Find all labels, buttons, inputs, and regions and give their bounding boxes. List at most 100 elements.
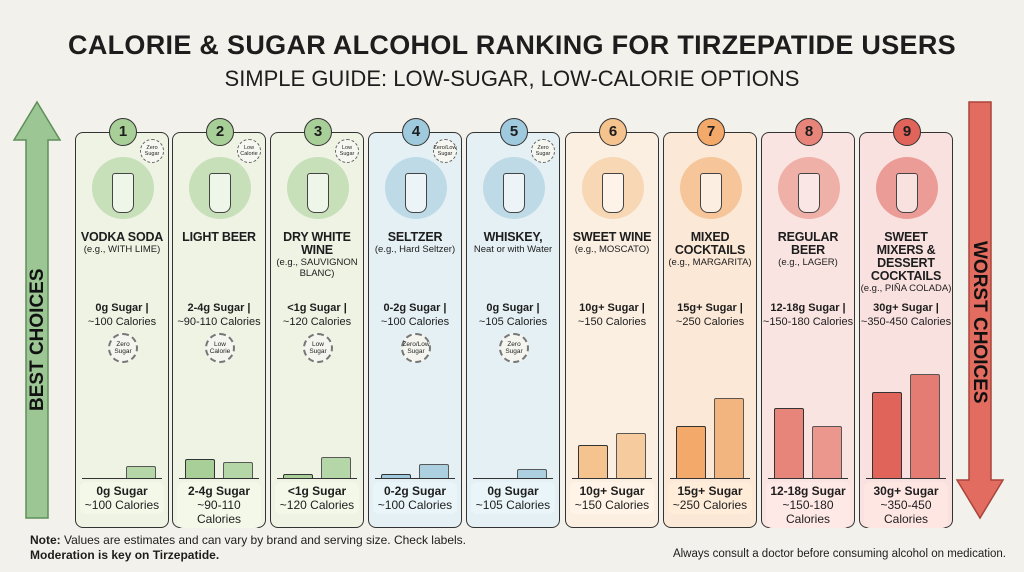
summary-box: 15g+ Sugar ~250 Calories xyxy=(668,482,752,514)
mini-bar-chart xyxy=(768,373,848,479)
summary-calories: ~350-450 Calories xyxy=(880,498,932,526)
rank-number: 6 xyxy=(599,118,627,146)
sugar-value: 0g Sugar | xyxy=(486,302,540,314)
seal-badge-icon: Zero Sugar xyxy=(108,333,138,363)
drink-stats: 30g+ Sugar | ~350-450 Calories xyxy=(860,301,952,329)
footnote: Note: Values are estimates and can vary … xyxy=(30,533,466,563)
bar-2 xyxy=(419,464,449,478)
summary-calories: ~100 Calories xyxy=(84,498,160,512)
calorie-value: ~90-110 Calories xyxy=(177,316,261,328)
calorie-value: ~100 Calories xyxy=(87,316,157,328)
bar-2 xyxy=(714,397,744,478)
summary-sugar: 0g Sugar xyxy=(487,484,539,498)
sugar-value: 2-4g Sugar | xyxy=(187,302,251,314)
calorie-value: ~100 Calories xyxy=(380,316,450,328)
mini-bar-chart xyxy=(866,373,946,479)
calorie-value: ~150 Calories xyxy=(577,316,647,328)
calorie-value: ~350-450 Calories xyxy=(860,316,952,328)
summary-sugar: 12-18g Sugar xyxy=(770,484,846,498)
drink-text: WHISKEY, Neat or with Water 0g Sugar | ~105… xyxy=(467,231,559,329)
drink-column: 5 Zero Sugar WHISKEY, Neat or with Water 0g … xyxy=(466,118,560,528)
mini-bar-chart xyxy=(670,373,750,479)
summary-sugar: 2-4g Sugar xyxy=(187,484,250,498)
drink-text: SWEET MIXERS & DESSERT COCKTAILS (e.g., P… xyxy=(860,231,952,329)
drink-glass-icon xyxy=(307,173,329,213)
rank-number: 8 xyxy=(795,118,823,146)
summary-calories: ~150 Calories xyxy=(574,498,650,512)
summary-sugar: 0g Sugar xyxy=(96,484,148,498)
moderation-text: Moderation is key on Tirzepatide. xyxy=(30,548,220,562)
seal-badge-icon: Zero/Low Sugar xyxy=(433,139,457,163)
mini-bar-chart xyxy=(375,373,455,479)
summary-calories: ~105 Calories xyxy=(475,498,551,512)
drink-title: DRY WHITE WINE xyxy=(283,230,351,257)
calorie-value: ~150-180 Calories xyxy=(762,316,854,328)
drink-text: VODKA SODA (e.g., WITH LIME) 0g Sugar | ~10… xyxy=(76,231,168,329)
rank-number: 7 xyxy=(697,118,725,146)
summary-calories: ~90-110 Calories xyxy=(196,498,241,526)
drink-example: (e.g., LAGER) xyxy=(778,257,838,268)
drink-example: (e.g., Hard Seltzer) xyxy=(374,244,456,255)
rank-number: 3 xyxy=(304,118,332,146)
sugar-value: 12-18g Sugar | xyxy=(770,302,846,314)
drink-name: DRY WHITE WINE (e.g., SAUVIGNON BLANC) xyxy=(271,230,363,280)
best-choices-arrow: BEST CHOICES xyxy=(12,100,62,520)
drink-title: REGULAR BEER xyxy=(777,230,839,257)
bar-1 xyxy=(676,426,706,478)
drink-title: SWEET WINE xyxy=(572,230,652,244)
drink-text: REGULAR BEER (e.g., LAGER) 12-18g Sugar | ~… xyxy=(762,231,854,329)
worst-choices-arrow: WORST CHOICES xyxy=(955,100,1005,520)
drink-text: SELTZER (e.g., Hard Seltzer) 0-2g Sugar | ~… xyxy=(369,231,461,329)
seal-badge-icon: Zero/Low Sugar xyxy=(401,333,431,363)
drink-glass-icon xyxy=(209,173,231,213)
drink-stats: 0g Sugar | ~105 Calories xyxy=(467,301,559,329)
sugar-value: 15g+ Sugar | xyxy=(677,302,743,314)
drink-name: SELTZER (e.g., Hard Seltzer) xyxy=(369,230,461,256)
drink-text: LIGHT BEER 2-4g Sugar | ~90-110 Calories xyxy=(173,231,265,329)
drink-column: 9 SWEET MIXERS & DESSERT COCKTAILS (e.g., … xyxy=(859,118,953,528)
rank-number: 5 xyxy=(500,118,528,146)
calorie-value: ~105 Calories xyxy=(478,316,548,328)
bar-2 xyxy=(910,374,940,478)
seal-badge-icon: Zero Sugar xyxy=(499,333,529,363)
drink-title: VODKA SODA xyxy=(80,230,164,244)
drink-column: 2 Low Calorie LIGHT BEER 2-4g Sugar | ~90-11… xyxy=(172,118,266,528)
bar-2 xyxy=(812,426,842,478)
bar-1 xyxy=(283,473,313,478)
drink-column: 3 Low Sugar DRY WHITE WINE (e.g., SAUVIGNON… xyxy=(270,118,364,528)
summary-box: 0g Sugar ~100 Calories xyxy=(80,482,164,514)
summary-sugar: 15g+ Sugar xyxy=(677,484,743,498)
summary-calories: ~100 Calories xyxy=(377,498,453,512)
sugar-value: 30g+ Sugar | xyxy=(873,302,939,314)
drink-title: WHISKEY, xyxy=(483,230,543,244)
summary-box: 30g+ Sugar ~350-450 Calories xyxy=(864,482,948,528)
rank-number: 2 xyxy=(206,118,234,146)
summary-calories: ~250 Calories xyxy=(672,498,748,512)
mini-bar-chart xyxy=(179,373,259,479)
summary-box: 0g Sugar ~105 Calories xyxy=(471,482,555,514)
rank-number: 9 xyxy=(893,118,921,146)
drink-stats: 0g Sugar | ~100 Calories xyxy=(76,301,168,329)
drink-title: MIXED COCKTAILS xyxy=(674,230,746,257)
drink-column: 8 REGULAR BEER (e.g., LAGER) 12-18g Sugar |… xyxy=(761,118,855,528)
drink-title: SELTZER xyxy=(387,230,443,244)
best-choices-label: BEST CHOICES xyxy=(27,268,48,411)
drink-glass-icon xyxy=(798,173,820,213)
mini-bar-chart xyxy=(473,373,553,479)
drink-column: 1 Zero Sugar VODKA SODA (e.g., WITH LIME) 0g… xyxy=(75,118,169,528)
drink-stats: 2-4g Sugar | ~90-110 Calories xyxy=(173,301,265,329)
drink-text: SWEET WINE (e.g., MOSCATO) 10g+ Sugar | ~15… xyxy=(566,231,658,329)
sugar-value: 0g Sugar | xyxy=(95,302,149,314)
bar-1 xyxy=(381,473,411,478)
drink-glass-icon xyxy=(700,173,722,213)
drink-stats: 0-2g Sugar | ~100 Calories xyxy=(369,301,461,329)
summary-box: 0-2g Sugar ~100 Calories xyxy=(373,482,457,514)
bar-2 xyxy=(126,465,156,478)
worst-choices-label: WORST CHOICES xyxy=(969,241,990,404)
drink-glass-icon xyxy=(503,173,525,213)
page-title: CALORIE & SUGAR ALCOHOL RANKING FOR TIRZ… xyxy=(68,30,956,60)
bar-2 xyxy=(616,433,646,478)
drink-name: SWEET MIXERS & DESSERT COCKTAILS (e.g., P… xyxy=(860,231,952,295)
drink-name: MIXED COCKTAILS (e.g., MARGARITA) xyxy=(664,230,756,269)
bar-2 xyxy=(321,457,351,478)
